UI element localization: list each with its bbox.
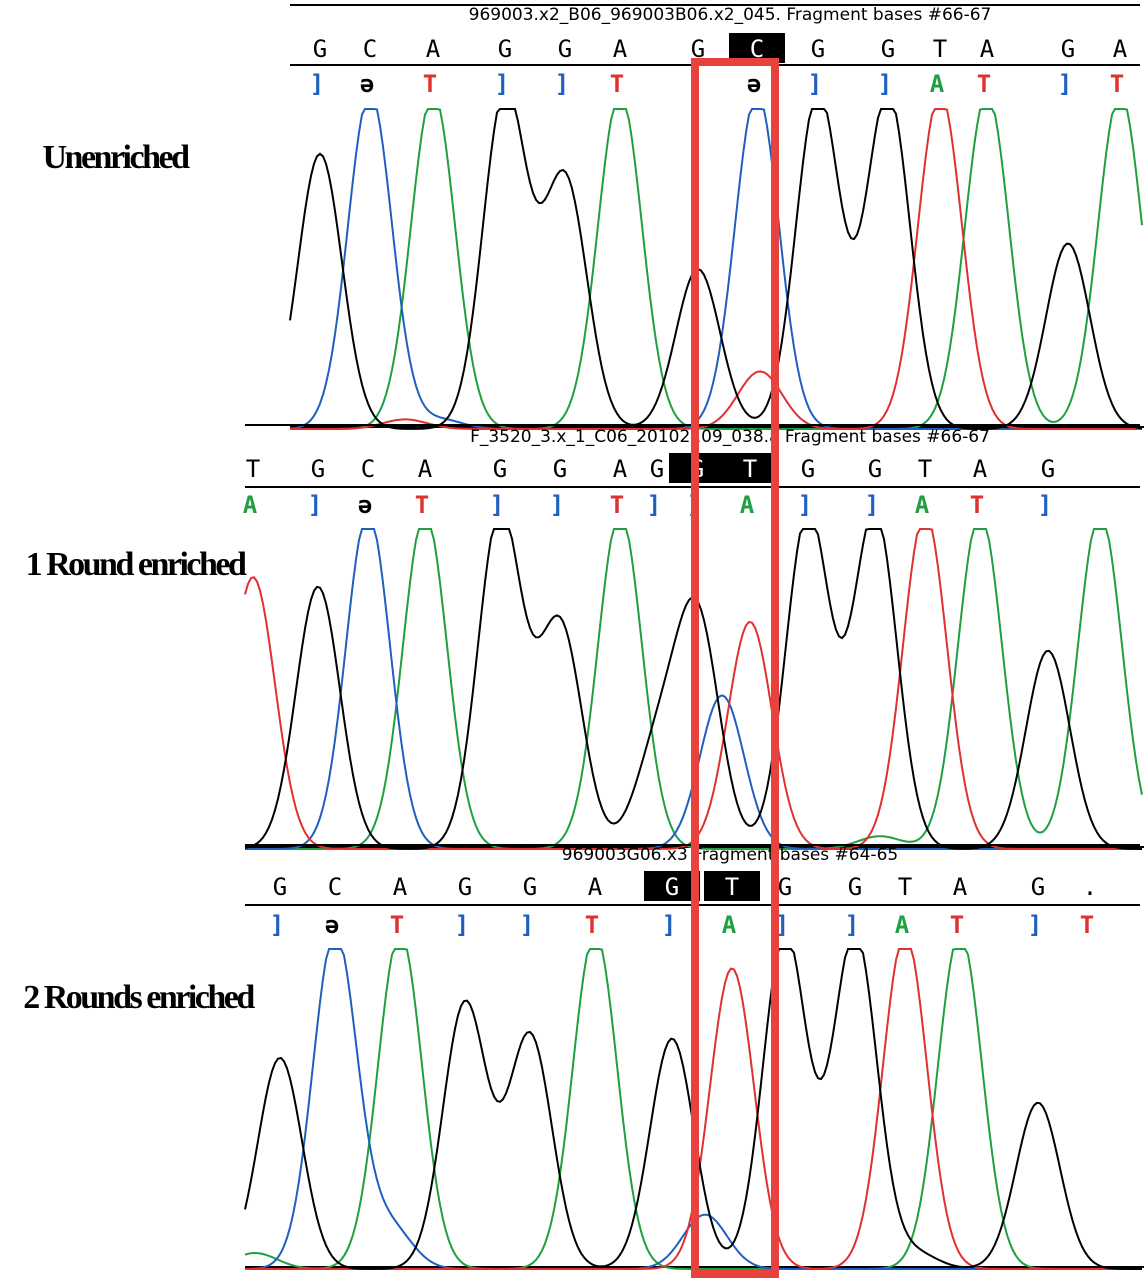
base: G	[311, 455, 325, 483]
base-call: ]	[845, 911, 859, 939]
base-call: T	[970, 491, 984, 519]
base: A	[1113, 35, 1128, 63]
base-call: T	[415, 491, 429, 519]
base-call: ə	[325, 911, 339, 939]
base: G	[801, 455, 815, 483]
base: T	[725, 873, 739, 901]
base-call: ]	[798, 491, 812, 519]
base-call: ]	[878, 70, 892, 98]
base-call: T	[585, 911, 599, 939]
trace-header: 969003.x2_B06_969003B06.x2_045. Fragment…	[469, 5, 992, 25]
panel-label: 2 Rounds enriched	[23, 979, 255, 1016]
base: A	[588, 873, 603, 901]
base-call: ]	[1038, 491, 1052, 519]
base: G	[458, 873, 472, 901]
base-call: T	[1110, 70, 1124, 98]
base: A	[613, 455, 628, 483]
base-call: ]	[555, 70, 569, 98]
base-call: ə	[360, 70, 374, 98]
base-call: ]	[662, 911, 676, 939]
base: G	[273, 873, 287, 901]
base: G	[1041, 455, 1055, 483]
highlight	[704, 871, 760, 901]
base-call: ]	[550, 491, 564, 519]
base-call: T	[610, 491, 624, 519]
base: G	[558, 35, 572, 63]
base: G	[493, 455, 507, 483]
base: C	[361, 455, 375, 483]
base-call: ]	[490, 491, 504, 519]
base: A	[953, 873, 968, 901]
base: C	[328, 873, 342, 901]
base: G	[1031, 873, 1045, 901]
base: G	[553, 455, 567, 483]
base-call: ]	[308, 491, 322, 519]
panel-label: Unenriched	[43, 139, 191, 176]
trace-header: 969003G06.x3 Fragment bases #64-65	[562, 845, 898, 865]
base: A	[613, 35, 628, 63]
base-call: A	[243, 491, 258, 519]
base: A	[426, 35, 441, 63]
highlight-box	[691, 58, 779, 1278]
trace	[289, 108, 1142, 430]
base: G	[313, 35, 327, 63]
base-call: A	[895, 911, 910, 939]
base-call: ]	[520, 911, 534, 939]
base: A	[973, 455, 988, 483]
base: G	[881, 35, 895, 63]
base: A	[418, 455, 433, 483]
base: T	[743, 455, 757, 483]
base: G	[811, 35, 825, 63]
base-call: A	[722, 911, 737, 939]
base: G	[848, 873, 862, 901]
base-call: T	[610, 70, 624, 98]
base: T	[933, 35, 947, 63]
base-call: ə	[747, 70, 761, 98]
base: G	[1061, 35, 1075, 63]
base-call: ]	[808, 70, 822, 98]
base-call: ]	[865, 491, 879, 519]
base: T	[918, 455, 932, 483]
base: C	[750, 35, 764, 63]
base: G	[498, 35, 512, 63]
base-call: A	[740, 491, 755, 519]
base-call: ]	[1058, 70, 1072, 98]
base-call: ]	[310, 70, 324, 98]
base-call: T	[950, 911, 964, 939]
base: A	[393, 873, 408, 901]
base-call: ]	[1028, 911, 1042, 939]
trace-header: F_3520_3.x_1_C06_20102109_038.a Fragment…	[470, 427, 990, 447]
base: T	[898, 873, 912, 901]
base-call: T	[390, 911, 404, 939]
base-call: ə	[358, 491, 372, 519]
base-call: T	[977, 70, 991, 98]
base: G	[691, 35, 705, 63]
base-call: ]	[495, 70, 509, 98]
panel-label: 1 Round enriched	[26, 546, 247, 583]
base: G	[650, 455, 664, 483]
base: C	[363, 35, 377, 63]
base: T	[246, 455, 260, 483]
base-call: A	[930, 70, 945, 98]
base: A	[980, 35, 995, 63]
base: G	[523, 873, 537, 901]
base-call: T	[423, 70, 437, 98]
base: G	[778, 873, 792, 901]
base-call: ]	[455, 911, 469, 939]
base: G	[665, 873, 679, 901]
highlight	[644, 871, 700, 901]
base: G	[868, 455, 882, 483]
trace	[290, 108, 1143, 430]
base-call: ]	[647, 491, 661, 519]
base-call: ]	[270, 911, 284, 939]
highlight	[722, 453, 778, 483]
base: .	[1083, 873, 1097, 901]
base-call: A	[915, 491, 930, 519]
trace	[289, 108, 1143, 430]
base-call: T	[1080, 911, 1094, 939]
